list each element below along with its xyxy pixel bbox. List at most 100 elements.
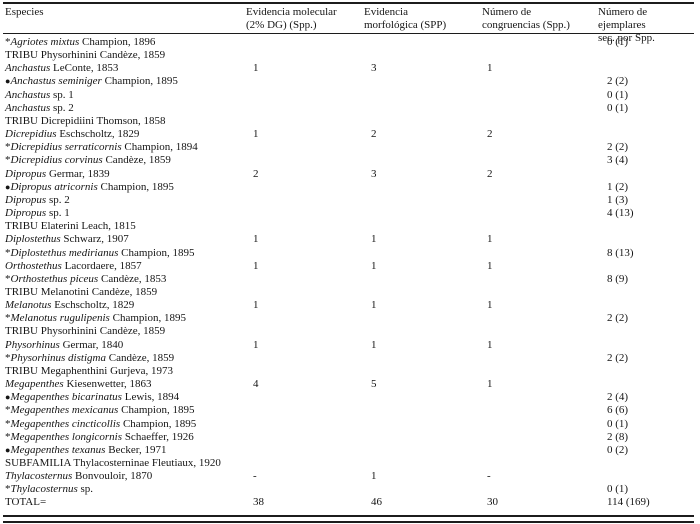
congruence-count-cell bbox=[482, 115, 598, 128]
species-cell: TRIBU Melanotini Candèze, 1859 bbox=[0, 286, 246, 299]
specimen-count-cell: 2 (8) bbox=[607, 430, 629, 443]
species-name: Anchastus bbox=[5, 101, 51, 114]
species-name: Megapenthes bicarinatus bbox=[10, 391, 122, 404]
morphological-evidence-cell: 2 bbox=[371, 128, 377, 141]
molecular-evidence-cell: 1 bbox=[253, 259, 259, 272]
specimen-count-cell: 0 (1) bbox=[607, 88, 629, 101]
specimen-count-cell bbox=[598, 299, 695, 312]
specimen-count-cell bbox=[598, 233, 695, 246]
species-name: Melanotus rugulipenis bbox=[10, 312, 110, 325]
molecular-evidence-cell bbox=[246, 247, 364, 260]
morphological-evidence-cell: 1 bbox=[371, 259, 377, 272]
species-name: Anchastus bbox=[5, 62, 51, 75]
species-cell: TRIBU Physorhinini Candèze, 1859 bbox=[0, 49, 246, 62]
congruence-count-cell: 1 bbox=[487, 259, 493, 272]
molecular-evidence-cell bbox=[246, 154, 364, 167]
species-author: sp. 1 bbox=[48, 207, 70, 220]
molecular-evidence-cell bbox=[246, 325, 364, 338]
specimen-count-cell: 6 (6) bbox=[607, 404, 629, 417]
species-prefix-marker: * bbox=[5, 312, 11, 325]
specimen-count-cell: 114 (169) bbox=[607, 496, 650, 509]
molecular-evidence-cell bbox=[246, 194, 364, 207]
species-author: TRIBU Elaterini Leach, 1815 bbox=[5, 220, 136, 233]
molecular-evidence-cell bbox=[246, 75, 364, 88]
table-row: Megapenthes Kiesenwetter, 1863 4 5 1 bbox=[0, 378, 700, 391]
species-author: Candèze, 1859 bbox=[108, 351, 175, 364]
morphological-evidence-cell: 1 bbox=[371, 338, 377, 351]
species-cell: *Dicrepidius corvinus Candèze, 1859 bbox=[0, 154, 246, 167]
congruence-count-cell bbox=[482, 207, 598, 220]
specimen-count-cell bbox=[598, 365, 695, 378]
congruence-count-cell: 1 bbox=[487, 299, 493, 312]
morphological-evidence-cell bbox=[364, 220, 482, 233]
species-name: Diplostethus bbox=[5, 233, 61, 246]
congruence-count-cell bbox=[482, 194, 598, 207]
table-bottom-rule-2 bbox=[3, 521, 694, 523]
molecular-evidence-cell bbox=[246, 365, 364, 378]
morphological-evidence-cell bbox=[364, 36, 482, 49]
morphological-evidence-cell bbox=[364, 273, 482, 286]
table-row: *Megapenthes longicornis Schaeffer, 1926 … bbox=[0, 431, 700, 444]
specimen-count-cell: 8 (13) bbox=[607, 246, 634, 259]
morphological-evidence-cell bbox=[364, 89, 482, 102]
species-cell: *Megapenthes longicornis Schaeffer, 1926 bbox=[0, 431, 246, 444]
morphological-evidence-cell: 3 bbox=[371, 167, 377, 180]
morphological-evidence-cell bbox=[364, 483, 482, 496]
table-row: Diplostethus Schwarz, 1907 1 1 1 bbox=[0, 233, 700, 246]
species-prefix-marker: * bbox=[5, 272, 11, 285]
congruence-count-cell bbox=[482, 352, 598, 365]
species-cell: ●Megapenthes bicarinatus Lewis, 1894 bbox=[0, 391, 246, 404]
species-author: Candèze, 1853 bbox=[101, 272, 167, 285]
specimen-count-cell bbox=[598, 128, 695, 141]
specimen-count-cell: 4 (13) bbox=[607, 207, 634, 220]
table-row: *Agriotes mixtus Champion, 1896 0 (1) bbox=[0, 36, 700, 49]
species-cell: Anchastus sp. 2 bbox=[0, 102, 246, 115]
species-name: Thylacosternus bbox=[10, 483, 78, 496]
species-author: TRIBU Physorhinini Candèze, 1859 bbox=[5, 49, 166, 62]
species-prefix-marker: * bbox=[5, 36, 11, 48]
congruence-count-cell: 2 bbox=[487, 167, 493, 180]
specimen-count-cell bbox=[598, 470, 695, 483]
species-author: Champion, 1896 bbox=[82, 36, 156, 48]
morphological-evidence-cell bbox=[364, 404, 482, 417]
congruence-count-cell: 2 bbox=[487, 128, 493, 141]
molecular-evidence-cell bbox=[246, 181, 364, 194]
species-author: TRIBU Physorhinini Candèze, 1859 bbox=[5, 325, 166, 338]
congruence-count-cell bbox=[482, 49, 598, 62]
species-cell: Dipropus sp. 1 bbox=[0, 207, 246, 220]
species-cell: Dipropus sp. 2 bbox=[0, 194, 246, 207]
congruence-count-cell bbox=[482, 404, 598, 417]
species-name: Dipropus bbox=[5, 207, 47, 220]
morphological-evidence-cell: 1 bbox=[371, 233, 377, 246]
molecular-evidence-cell bbox=[246, 273, 364, 286]
table-row: Thylacosternus Bonvouloir, 1870 - 1 - bbox=[0, 470, 700, 483]
species-cell: *Agriotes mixtus Champion, 1896 bbox=[0, 36, 246, 49]
table-row: Orthostethus Lacordaere, 1857 1 1 1 bbox=[0, 260, 700, 273]
table-row: *Megapenthes cincticollis Champion, 1895 … bbox=[0, 418, 700, 431]
species-name: Dipropus bbox=[5, 167, 47, 180]
species-author: SUBFAMILIA Thylacosterninae Fleutiaux, 1… bbox=[5, 457, 221, 469]
species-name: Agriotes mixtus bbox=[10, 36, 80, 48]
morphological-evidence-cell bbox=[364, 115, 482, 128]
molecular-evidence-cell bbox=[246, 457, 364, 470]
species-author: Kiesenwetter, 1863 bbox=[66, 378, 152, 391]
table-row: *Melanotus rugulipenis Champion, 1895 2 (… bbox=[0, 312, 700, 325]
morphological-evidence-cell bbox=[364, 286, 482, 299]
species-name: Megapenthes longicornis bbox=[10, 430, 123, 443]
species-author: Champion, 1895 bbox=[122, 417, 197, 430]
species-author: Lewis, 1894 bbox=[124, 391, 180, 404]
specimen-count-cell: 1 (2) bbox=[607, 180, 629, 193]
specimen-count-cell: 2 (2) bbox=[607, 75, 629, 88]
species-author: Champion, 1895 bbox=[121, 404, 195, 417]
species-name: Megapenthes texanus bbox=[10, 443, 106, 456]
table-header-rule bbox=[3, 33, 694, 35]
table-row: ●Dipropus atricornis Champion, 1895 1 (2) bbox=[0, 181, 700, 194]
species-cell: TRIBU Elaterini Leach, 1815 bbox=[0, 220, 246, 233]
species-author: TOTAL= bbox=[5, 496, 47, 509]
species-name: Dicrepidius serraticornis bbox=[10, 141, 122, 154]
morphological-evidence-cell: 3 bbox=[371, 62, 377, 75]
molecular-evidence-cell: 2 bbox=[253, 167, 259, 180]
species-prefix-marker: ● bbox=[5, 76, 11, 87]
morphological-evidence-cell bbox=[364, 325, 482, 338]
species-cell: Diplostethus Schwarz, 1907 bbox=[0, 233, 246, 246]
